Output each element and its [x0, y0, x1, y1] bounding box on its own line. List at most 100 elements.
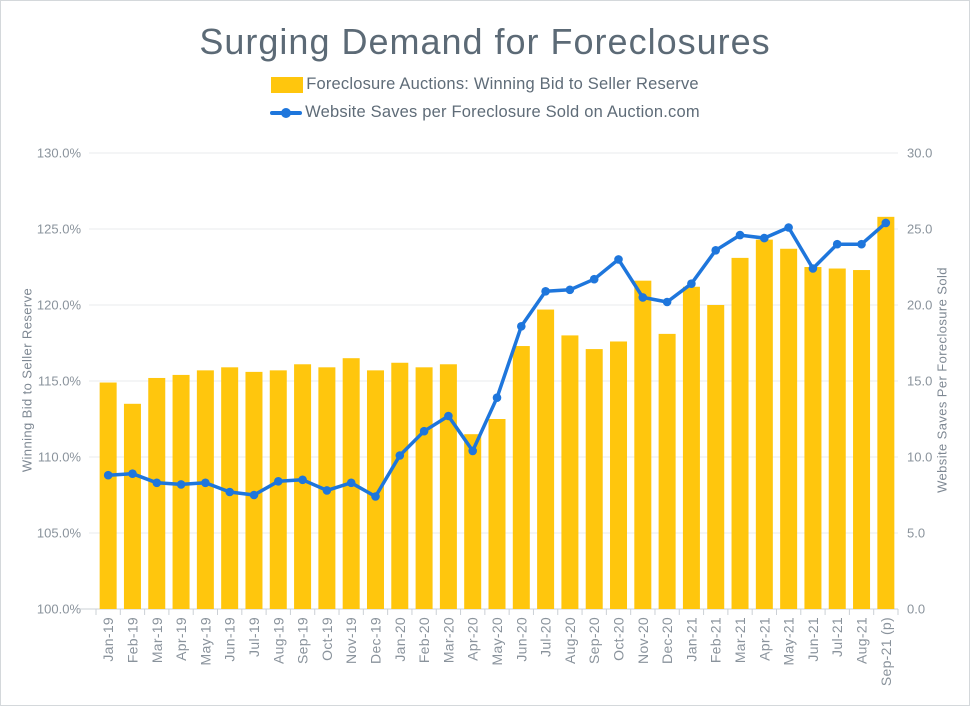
bar-Jul-20 — [537, 309, 555, 609]
line-point-Apr-19 — [176, 480, 186, 489]
bar-Jul-19 — [245, 371, 263, 609]
x-axis-category-label: Apr-21 — [756, 617, 772, 661]
right-axis-tick-label: 0.0 — [907, 602, 925, 617]
line-point-Apr-20 — [468, 446, 478, 456]
line-point-Dec-20 — [662, 297, 672, 307]
left-axis-tick-label: 130.0% — [37, 146, 82, 161]
bar-Jan-21 — [682, 286, 700, 609]
right-axis-tick-label: 15.0 — [907, 374, 932, 389]
line-point-Mar-20 — [444, 411, 453, 421]
x-axis-category-label: Aug-20 — [562, 617, 578, 664]
bar-Jan-19 — [99, 382, 117, 609]
line-point-Feb-19 — [128, 469, 137, 479]
left-axis-tick-label: 120.0% — [37, 298, 82, 313]
bar-Sep-20 — [585, 349, 603, 609]
x-axis-category-label: Feb-19 — [124, 617, 140, 663]
bar-Nov-20 — [634, 280, 652, 609]
x-axis-category-label: Dec-19 — [367, 617, 383, 664]
bar-Jun-21 — [804, 267, 822, 609]
left-axis-tick-label: 105.0% — [37, 526, 82, 541]
line-point-Jul-20 — [541, 287, 550, 296]
x-axis-category-label: Apr-19 — [173, 617, 189, 661]
x-axis-category-label: Oct-20 — [611, 617, 627, 661]
x-axis-category-label: Jul-21 — [829, 617, 845, 657]
bar-Feb-19 — [123, 403, 141, 609]
legend-line-label: Website Saves per Foreclosure Sold on Au… — [305, 103, 700, 121]
x-axis-category-label: Jul-19 — [246, 617, 262, 657]
x-axis-category-label: Jun-21 — [805, 617, 821, 662]
x-axis-category-label: Mar-19 — [149, 617, 165, 663]
right-axis-tick-label: 5.0 — [907, 526, 925, 541]
line-point-Jun-21 — [808, 264, 818, 273]
line-point-Sep-21 (p) — [881, 218, 891, 228]
bar-Apr-19 — [172, 374, 190, 609]
x-axis-category-label: Jul-20 — [538, 617, 554, 657]
bar-Mar-21 — [731, 257, 749, 609]
left-axis-tick-label: 100.0% — [37, 602, 82, 617]
line-point-Jan-21 — [687, 279, 696, 289]
line-point-May-21 — [784, 223, 793, 232]
bar-Mar-20 — [439, 364, 457, 609]
line-point-Feb-21 — [711, 246, 720, 255]
bar-Aug-20 — [561, 335, 579, 609]
bar-Jun-20 — [512, 346, 530, 609]
line-point-Jul-21 — [832, 239, 842, 249]
line-point-Jun-20 — [517, 322, 526, 331]
line-point-May-19 — [201, 478, 210, 488]
x-axis-category-label: Dec-20 — [659, 617, 675, 664]
legend-item-bars: Foreclosure Auctions: Winning Bid to Sel… — [271, 75, 699, 94]
bar-Sep-21 (p) — [877, 216, 895, 609]
x-axis-category-label: Sep-20 — [586, 617, 602, 664]
right-axis-tick-label: 20.0 — [907, 298, 932, 313]
line-point-Dec-19 — [371, 492, 380, 501]
line-point-Jan-19 — [103, 470, 113, 480]
x-axis-category-label: Jan-21 — [683, 617, 699, 662]
x-axis-category-label: Nov-19 — [343, 617, 359, 664]
legend: Foreclosure Auctions: Winning Bid to Sel… — [1, 75, 969, 122]
bar-Dec-19 — [366, 370, 384, 609]
bar-Apr-20 — [464, 434, 482, 609]
legend-bar-swatch-icon — [271, 76, 304, 93]
bar-Feb-21 — [707, 305, 725, 609]
x-axis-category-label: May-20 — [489, 617, 505, 665]
line-point-Jun-19 — [225, 487, 234, 497]
line-point-May-20 — [492, 393, 502, 403]
line-point-Aug-20 — [565, 285, 575, 295]
x-axis-category-label: Aug-19 — [270, 617, 286, 664]
legend-line-swatch-icon — [270, 105, 303, 121]
bar-Aug-21 — [853, 270, 871, 609]
line-point-Nov-19 — [346, 478, 356, 488]
line-point-Mar-19 — [152, 478, 162, 488]
bar-Oct-20 — [610, 341, 628, 609]
line-point-Sep-19 — [298, 475, 307, 485]
legend-bar-label: Foreclosure Auctions: Winning Bid to Sel… — [306, 75, 699, 93]
x-axis-category-label: Sep-19 — [295, 617, 311, 664]
bar-Apr-21 — [755, 239, 773, 609]
x-axis-category-label: Feb-20 — [416, 617, 432, 663]
x-axis-category-label: Sep-21 (p) — [878, 617, 894, 686]
legend-item-line: Website Saves per Foreclosure Sold on Au… — [270, 103, 700, 122]
bar-May-19 — [196, 370, 214, 609]
bar-Jan-20 — [391, 362, 409, 609]
x-axis-category-label: May-19 — [197, 617, 213, 665]
right-axis-tick-label: 10.0 — [907, 450, 932, 465]
chart-title: Surging Demand for Foreclosures — [199, 21, 771, 62]
line-point-Jan-20 — [395, 451, 405, 460]
bar-Aug-19 — [269, 370, 287, 609]
bar-Dec-20 — [658, 333, 676, 609]
line-point-Jul-19 — [249, 490, 259, 500]
bar-Mar-19 — [148, 377, 166, 609]
x-axis-category-label: Mar-20 — [440, 617, 456, 663]
x-axis-category-label: Jan-19 — [100, 617, 116, 662]
right-axis-tick-label: 25.0 — [907, 222, 932, 237]
line-point-Mar-21 — [735, 230, 745, 240]
line-point-Oct-19 — [322, 486, 332, 495]
bar-May-21 — [780, 248, 798, 609]
bar-Feb-20 — [415, 367, 433, 609]
line-point-Aug-21 — [857, 239, 866, 249]
x-axis-category-label: Jan-20 — [392, 617, 408, 662]
left-axis-tick-label: 125.0% — [37, 222, 82, 237]
right-axis-title: Website Saves Per Foreclosure Sold — [934, 267, 950, 493]
line-point-Oct-20 — [614, 255, 623, 264]
